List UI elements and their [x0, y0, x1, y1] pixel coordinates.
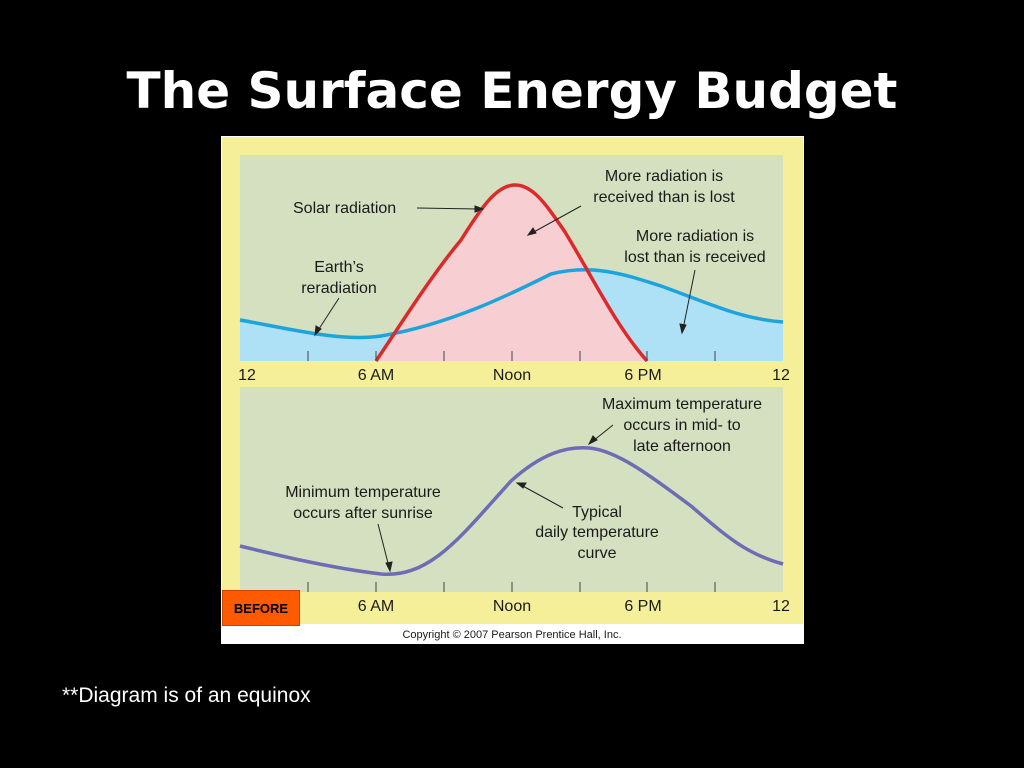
bottom-axis-ticks — [307, 582, 716, 592]
label-lost-line1: More radiation is — [636, 228, 754, 245]
reradiation-curve — [239, 268, 784, 340]
bottom-tick-6am: 6 AM — [358, 598, 394, 615]
copyright-text: Copyright © 2007 Pearson Prentice Hall, … — [402, 629, 621, 641]
solar-radiation-fill — [376, 184, 647, 361]
diagram-svg: 12 6 AM Noon 6 PM 12 Solar radiation Ear… — [221, 136, 804, 644]
label-min-temp-line2: occurs after sunrise — [293, 505, 433, 522]
top-tick-noon: Noon — [493, 367, 531, 384]
footnote: **Diagram is of an equinox — [62, 684, 311, 707]
top-tick-12-right: 12 — [772, 367, 790, 384]
slide-title: The Surface Energy Budget — [126, 62, 898, 120]
bottom-panel: 12 6 AM Noon 6 PM 12 Maximum temperature… — [238, 387, 790, 615]
bottom-panel-background — [240, 387, 783, 592]
before-badge: BEFORE — [222, 590, 300, 626]
temperature-curve — [239, 445, 784, 576]
label-earth-reradiation-line1: Earth’s — [314, 259, 364, 276]
label-typical-line2: daily temperature — [535, 524, 659, 541]
solar-radiation-curve — [374, 183, 649, 363]
top-tick-6pm: 6 PM — [624, 367, 661, 384]
label-earth-reradiation-line2: reradiation — [301, 280, 377, 297]
energy-budget-diagram: 12 6 AM Noon 6 PM 12 Solar radiation Ear… — [221, 136, 804, 644]
top-tick-6am: 6 AM — [358, 367, 394, 384]
top-axis-ticks — [307, 351, 716, 361]
label-received-line2: received than is lost — [593, 189, 735, 206]
label-typical-line1: Typical — [572, 504, 622, 521]
bottom-tick-6pm: 6 PM — [624, 598, 661, 615]
bottom-leader-lines — [377, 424, 614, 573]
top-tick-12-left: 12 — [238, 367, 256, 384]
label-solar-radiation: Solar radiation — [293, 200, 396, 217]
top-panel: 12 6 AM Noon 6 PM 12 Solar radiation Ear… — [238, 155, 790, 384]
label-received-line1: More radiation is — [605, 168, 723, 185]
label-min-temp-line1: Minimum temperature — [285, 484, 441, 501]
bottom-tick-12-right: 12 — [772, 598, 790, 615]
top-leader-lines — [314, 205, 696, 337]
label-typical-line3: curve — [577, 545, 616, 562]
label-max-temp-line2: occurs in mid- to — [623, 417, 740, 434]
label-max-temp-line3: late afternoon — [633, 438, 731, 455]
label-max-temp-line1: Maximum temperature — [602, 396, 762, 413]
bottom-tick-noon: Noon — [493, 598, 531, 615]
label-lost-line2: lost than is received — [624, 249, 765, 266]
